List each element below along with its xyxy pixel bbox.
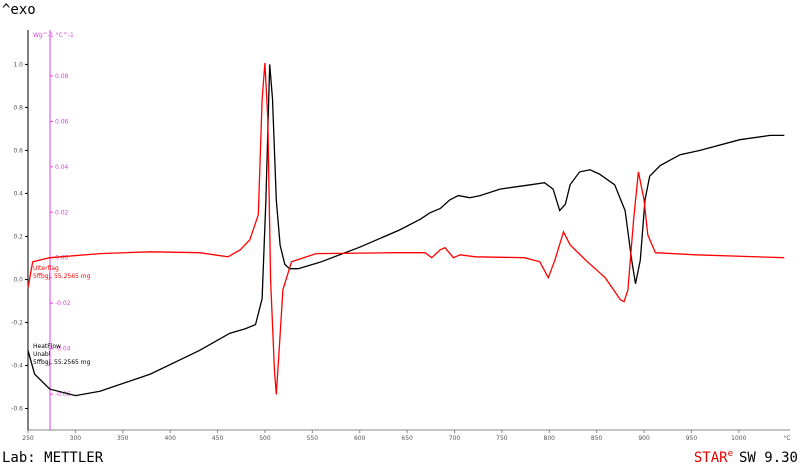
y2-tick-label: -0.06 (55, 391, 71, 398)
y2-tick-label: -0.02 (55, 300, 71, 307)
x-tick-label: 950 (686, 435, 698, 442)
y-tick-label: 0.6 (13, 147, 23, 154)
x-tick-label: 450 (212, 435, 224, 442)
legend-line: Unabl (33, 351, 51, 358)
x-tick-label: 250 (22, 435, 34, 442)
y-tick-label: 0.4 (13, 190, 23, 197)
y2-tick-label: 0.04 (55, 164, 69, 171)
x-tick-label: 1000 (731, 435, 746, 442)
y2-tick-label: 0.02 (55, 209, 69, 216)
x-tick-label: 900 (638, 435, 650, 442)
brand: STAR (694, 450, 728, 465)
y-tick-label: 0.2 (13, 233, 23, 240)
y2-tick-label: -0.04 (55, 346, 71, 353)
x-tick-label: 300 (70, 435, 82, 442)
x-tick-label: 850 (591, 435, 603, 442)
legend-line: 5ffbgj, 55.2565 mg (33, 273, 91, 280)
y-tick-label: 1.0 (13, 61, 23, 68)
x-tick-label: 800 (544, 435, 556, 442)
x-unit: °C (783, 435, 790, 442)
y-tick-label: 0.0 (13, 276, 23, 283)
legend-line: 5ffbgj, 55.2565 mg (33, 359, 91, 366)
y2-tick-label: 0.08 (55, 73, 69, 80)
y-label: Wg^-1 °C^-1 (33, 32, 74, 39)
software-label: STARe SW 9.30 (694, 449, 798, 465)
x-tick-label: 700 (449, 435, 461, 442)
lab-label: Lab: METTLER (2, 450, 104, 465)
brand-mark: e (728, 449, 733, 459)
y2-tick-label: 0.00 (55, 255, 69, 262)
x-tick-label: 550 (307, 435, 319, 442)
y2-tick-label: 0.06 (55, 118, 69, 125)
y-tick-label: -0.4 (11, 362, 23, 369)
legend-name: HeatFlow (33, 343, 61, 350)
y-tick-label: -0.6 (11, 405, 23, 412)
version: SW 9.30 (739, 450, 798, 465)
x-tick-label: 400 (164, 435, 176, 442)
x-tick-label: 500 (259, 435, 271, 442)
legend-name: Ulterflag (33, 265, 59, 272)
x-tick-label: 750 (496, 435, 508, 442)
x-tick-label: 650 (401, 435, 413, 442)
x-tick-label: 600 (354, 435, 366, 442)
y-tick-label: 0.8 (13, 104, 23, 111)
x-tick-label: 350 (117, 435, 129, 442)
series-line (27, 62, 785, 395)
exo-label: ^exo (2, 2, 36, 18)
series-line (27, 64, 785, 397)
y-tick-label: -0.2 (11, 319, 23, 326)
